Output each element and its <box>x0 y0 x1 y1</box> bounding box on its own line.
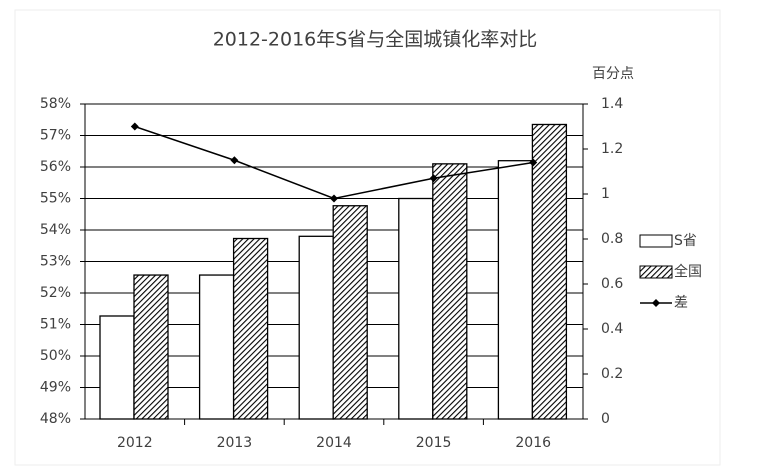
line-marker <box>529 158 538 167</box>
bar <box>198 274 235 420</box>
y-tick-label: 56% <box>40 159 71 175</box>
y2-tick-label: 1.2 <box>601 141 623 157</box>
y-tick-label: 57% <box>40 128 71 144</box>
y-tick-label: 51% <box>40 317 71 333</box>
x-tick-label: 2015 <box>416 435 452 451</box>
y2-tick-label: 0.8 <box>601 231 623 247</box>
y-tick-label: 58% <box>40 96 71 112</box>
y-tick-label: 49% <box>40 380 71 396</box>
bar <box>99 315 135 420</box>
bar <box>398 197 434 420</box>
y-tick-label: 54% <box>40 222 71 238</box>
x-tick-label: 2012 <box>117 435 153 451</box>
x-tick-label: 2013 <box>217 435 253 451</box>
legend-marker <box>652 299 660 307</box>
bar <box>232 237 269 420</box>
line-marker <box>330 194 338 203</box>
bar <box>432 163 468 420</box>
bar <box>531 123 568 420</box>
line-marker <box>230 156 239 165</box>
y2-axis-label: 百分点 <box>592 66 634 82</box>
legend-label: 全国 <box>674 263 702 280</box>
legend-swatch <box>639 265 673 279</box>
y2-tick-label: 1.4 <box>601 96 623 112</box>
legend-label: 差 <box>674 295 688 311</box>
line-marker <box>130 122 139 131</box>
y-tick-label: 52% <box>40 285 71 301</box>
bar <box>332 205 368 420</box>
y-tick-label: 55% <box>40 191 71 207</box>
bar <box>497 160 534 420</box>
chart-title: 2012-2016年S省与全国城镇化率对比 <box>213 29 538 51</box>
y2-tick-label: 0 <box>601 411 610 427</box>
x-tick-label: 2014 <box>316 435 352 451</box>
bar <box>133 274 169 420</box>
legend-label: S省 <box>674 233 697 249</box>
y2-tick-label: 0.6 <box>601 276 623 292</box>
line-marker <box>429 174 438 183</box>
y2-tick-label: 0.4 <box>601 321 623 337</box>
y-tick-label: 48% <box>40 411 71 427</box>
x-tick-label: 2016 <box>515 435 551 451</box>
y2-tick-label: 0.2 <box>601 366 623 382</box>
y-tick-label: 50% <box>40 348 71 364</box>
y2-tick-label: 1 <box>601 186 610 202</box>
bar <box>298 235 334 420</box>
y-tick-label: 53% <box>40 254 71 270</box>
legend-swatch <box>639 234 673 248</box>
